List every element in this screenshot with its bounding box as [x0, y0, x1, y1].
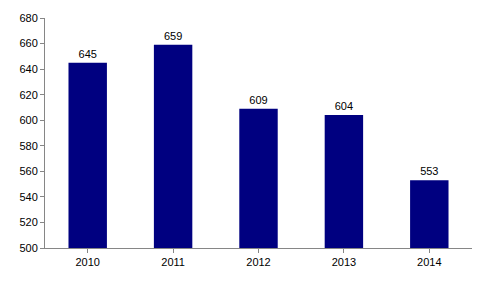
svg-text:660: 660 [19, 37, 37, 49]
svg-text:659: 659 [164, 30, 182, 42]
svg-text:560: 560 [19, 165, 37, 177]
svg-text:2012: 2012 [246, 256, 270, 268]
svg-text:609: 609 [249, 94, 267, 106]
svg-text:620: 620 [19, 89, 37, 101]
svg-text:680: 680 [19, 12, 37, 24]
svg-text:500: 500 [19, 242, 37, 254]
svg-text:2014: 2014 [417, 256, 441, 268]
svg-text:604: 604 [335, 100, 353, 112]
svg-text:580: 580 [19, 140, 37, 152]
svg-text:640: 640 [19, 63, 37, 75]
svg-text:600: 600 [19, 114, 37, 126]
svg-text:2013: 2013 [332, 256, 356, 268]
svg-text:2011: 2011 [161, 256, 185, 268]
svg-text:553: 553 [420, 165, 438, 177]
svg-text:645: 645 [79, 48, 97, 60]
svg-text:2010: 2010 [75, 256, 99, 268]
svg-text:540: 540 [19, 191, 37, 203]
svg-text:520: 520 [19, 216, 37, 228]
